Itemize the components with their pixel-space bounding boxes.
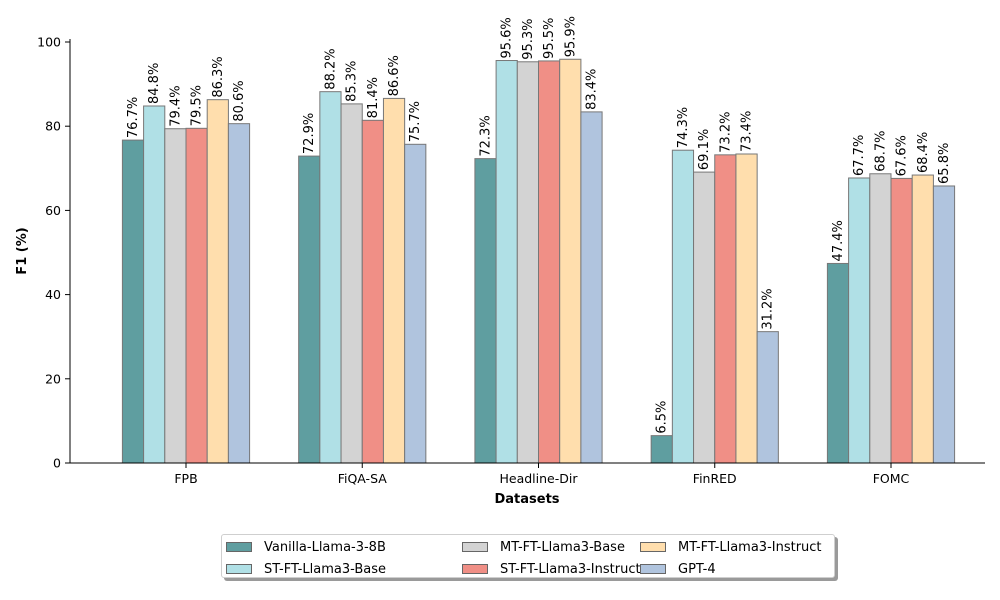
data-label-2-3: 69.1% (697, 129, 712, 170)
bar-0-4 (826, 262, 850, 464)
data-label-5-1: 75.7% (408, 101, 423, 142)
y-tick-label-0: 0 (53, 456, 61, 471)
bar-5-0 (227, 123, 251, 464)
legend-item-5: GPT-4 (640, 558, 830, 580)
legend-swatch-5 (640, 564, 666, 574)
data-label-4-1: 86.6% (387, 55, 402, 96)
data-label-2-4: 68.7% (873, 130, 888, 171)
data-label-1-2: 95.6% (500, 17, 515, 58)
bar-1-4 (848, 177, 871, 464)
bar-0-3 (650, 435, 673, 464)
y-ticks-group: 0 20 40 60 80 100 (37, 35, 70, 471)
x-tick-label-3: FinRED (693, 471, 737, 486)
data-label-4-0: 86.3% (211, 56, 226, 97)
data-label-3-0: 79.5% (190, 85, 205, 126)
y-axis-label: F1 (%) (15, 227, 30, 274)
legend-label-1: ST-FT-Llama3-Base (264, 561, 386, 577)
legend-label-3: ST-FT-Llama3-Instruct (500, 561, 641, 577)
legend-item-0: Vanilla-Llama-3-8B (226, 536, 462, 558)
y-tick-label-4: 80 (45, 119, 61, 134)
legend-label-2: MT-FT-Llama3-Base (500, 539, 625, 555)
bar-2-0 (164, 128, 187, 464)
data-label-3-3: 73.2% (718, 112, 733, 153)
bar-4-1 (382, 97, 406, 464)
data-labels-group: 76.7% 84.8% 79.4% 79.5% 86.3% 80.6% 72.9% 88.2%… (126, 16, 952, 434)
bar-3-2 (538, 60, 561, 464)
bar-4-3 (735, 153, 758, 464)
bar-2-2 (516, 61, 539, 464)
bar-3-3 (714, 154, 737, 464)
legend: Vanilla-Llama-3-8B MT-FT-Llama3-Base MT-FT… (221, 534, 835, 578)
x-ticks-group: FPB FiQA-SA Headline-Dir FinRED FOMC (174, 463, 910, 486)
x-tick-label-4: FOMC (873, 471, 910, 486)
bars-group (121, 58, 956, 464)
bar-4-4 (911, 174, 934, 464)
bar-1-0 (143, 105, 166, 464)
y-tick-label-3: 60 (45, 203, 61, 218)
legend-item-1: ST-FT-Llama3-Base (226, 558, 462, 580)
bar-1-2 (495, 60, 518, 464)
y-tick-label-5: 100 (37, 35, 61, 50)
data-label-3-4: 67.6% (895, 135, 910, 176)
bar-3-0 (185, 127, 208, 464)
data-label-5-3: 31.2% (761, 288, 776, 329)
bar-0-2 (474, 158, 497, 464)
legend-label-0: Vanilla-Llama-3-8B (264, 539, 386, 555)
data-label-2-1: 85.3% (345, 61, 360, 102)
legend-item-2: MT-FT-Llama3-Base (462, 536, 640, 558)
x-tick-label-2: Headline-Dir (500, 471, 579, 486)
data-label-3-1: 81.4% (366, 77, 381, 118)
x-tick-label-0: FPB (174, 471, 197, 486)
y-tick-label-2: 40 (45, 287, 61, 302)
x-tick-label-1: FiQA-SA (338, 471, 388, 486)
data-label-4-4: 68.4% (916, 132, 931, 173)
data-label-2-0: 79.4% (168, 85, 183, 126)
bar-1-1 (319, 91, 342, 464)
data-label-1-4: 67.7% (852, 135, 867, 176)
legend-swatch-1 (226, 564, 252, 574)
data-label-0-4: 47.4% (831, 220, 846, 261)
data-label-4-2: 95.9% (563, 16, 578, 57)
x-axis-label: Datasets (494, 492, 559, 507)
data-label-0-3: 6.5% (655, 401, 670, 434)
y-tick-label-1: 20 (45, 371, 61, 386)
bar-0-1 (298, 155, 321, 464)
bar-4-2 (559, 58, 582, 464)
legend-swatch-2 (462, 542, 488, 552)
data-label-5-2: 83.4% (585, 69, 600, 110)
bar-2-3 (693, 171, 716, 464)
bar-2-4 (869, 173, 892, 464)
data-label-1-0: 84.8% (147, 63, 162, 104)
data-label-4-3: 73.4% (740, 111, 755, 152)
bar-5-3 (756, 331, 779, 464)
bar-0-0 (121, 139, 145, 464)
legend-label-4: MT-FT-Llama3-Instruct (678, 539, 822, 555)
data-label-1-3: 74.3% (676, 107, 691, 148)
bar-2-1 (340, 103, 363, 464)
bar-3-1 (361, 119, 384, 464)
bar-3-4 (890, 177, 913, 464)
bar-5-2 (580, 111, 603, 464)
data-label-2-2: 95.3% (521, 18, 536, 59)
data-label-0-1: 72.9% (302, 113, 317, 154)
legend-swatch-0 (226, 542, 252, 552)
data-label-5-4: 65.8% (937, 143, 952, 184)
data-label-0-2: 72.3% (479, 115, 494, 156)
legend-label-5: GPT-4 (678, 561, 716, 577)
bar-5-1 (404, 143, 427, 464)
legend-swatch-3 (462, 564, 488, 574)
bar-5-4 (932, 185, 956, 464)
data-label-3-2: 95.5% (542, 18, 557, 59)
data-label-5-0: 80.6% (232, 80, 247, 121)
legend-item-3: ST-FT-Llama3-Instruct (462, 558, 641, 580)
legend-swatch-4 (640, 542, 666, 552)
bar-4-0 (206, 99, 229, 464)
data-label-1-1: 88.2% (323, 48, 338, 89)
legend-item-4: MT-FT-Llama3-Instruct (640, 536, 830, 558)
bar-1-3 (671, 149, 695, 464)
data-label-0-0: 76.7% (126, 97, 141, 138)
